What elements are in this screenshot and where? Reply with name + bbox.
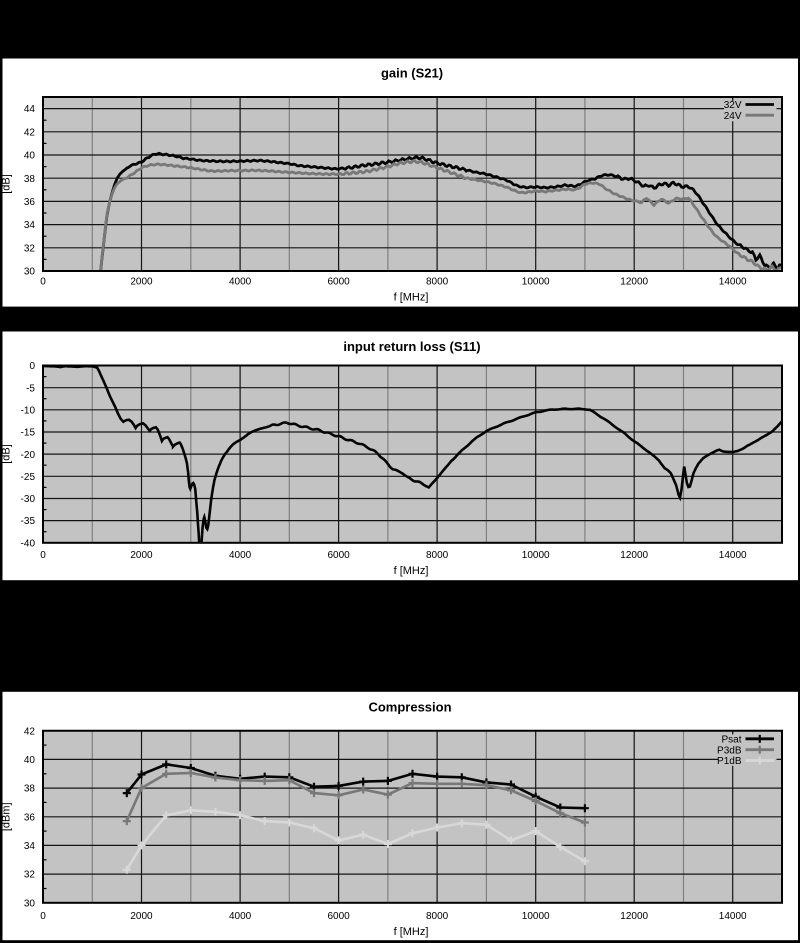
svg-text:0: 0 xyxy=(40,911,46,922)
svg-text:6000: 6000 xyxy=(327,911,350,922)
svg-text:0: 0 xyxy=(40,277,46,288)
svg-text:f [MHz]: f [MHz] xyxy=(394,926,429,938)
svg-text:2000: 2000 xyxy=(130,550,153,561)
svg-text:6000: 6000 xyxy=(327,277,350,288)
svg-text:30: 30 xyxy=(24,267,36,278)
svg-text:4000: 4000 xyxy=(229,277,252,288)
svg-text:12000: 12000 xyxy=(620,550,648,561)
svg-text:24V: 24V xyxy=(724,111,742,122)
svg-text:P3dB: P3dB xyxy=(717,745,742,756)
svg-text:4000: 4000 xyxy=(229,911,252,922)
svg-text:10000: 10000 xyxy=(522,550,550,561)
svg-text:30: 30 xyxy=(24,898,36,909)
svg-text:36: 36 xyxy=(24,197,36,208)
svg-text:0: 0 xyxy=(40,550,46,561)
svg-text:P1dB: P1dB xyxy=(717,756,742,767)
svg-text:6000: 6000 xyxy=(327,550,350,561)
svg-text:8000: 8000 xyxy=(426,911,449,922)
svg-text:44: 44 xyxy=(24,104,36,115)
svg-text:40: 40 xyxy=(24,755,36,766)
svg-text:f [MHz]: f [MHz] xyxy=(394,292,429,304)
svg-text:12000: 12000 xyxy=(620,277,648,288)
svg-text:[dB]: [dB] xyxy=(1,444,13,464)
svg-text:8000: 8000 xyxy=(426,277,449,288)
svg-text:32V: 32V xyxy=(724,100,742,111)
svg-text:34: 34 xyxy=(24,841,36,852)
svg-text:-40: -40 xyxy=(21,538,36,549)
svg-text:4000: 4000 xyxy=(229,550,252,561)
svg-text:Compression: Compression xyxy=(368,700,451,715)
svg-text:32: 32 xyxy=(24,243,36,254)
svg-text:-5: -5 xyxy=(26,383,35,394)
svg-text:-30: -30 xyxy=(21,494,36,505)
svg-text:gain (S21): gain (S21) xyxy=(381,66,443,81)
svg-text:14000: 14000 xyxy=(719,277,747,288)
svg-text:42: 42 xyxy=(24,726,36,737)
svg-text:14000: 14000 xyxy=(719,550,747,561)
svg-text:-25: -25 xyxy=(21,472,36,483)
svg-text:Psat: Psat xyxy=(721,734,741,745)
svg-text:-10: -10 xyxy=(21,405,36,416)
svg-text:36: 36 xyxy=(24,812,36,823)
svg-text:40: 40 xyxy=(24,151,36,162)
svg-text:-15: -15 xyxy=(21,428,36,439)
svg-text:8000: 8000 xyxy=(426,550,449,561)
svg-text:34: 34 xyxy=(24,220,36,231)
svg-text:2000: 2000 xyxy=(130,277,153,288)
svg-text:[dB]: [dB] xyxy=(1,174,13,194)
svg-text:42: 42 xyxy=(24,127,36,138)
svg-text:input return loss (S11): input return loss (S11) xyxy=(343,339,480,354)
svg-text:[dBm]: [dBm] xyxy=(1,802,13,831)
svg-text:f [MHz]: f [MHz] xyxy=(394,565,429,577)
svg-text:12000: 12000 xyxy=(620,911,648,922)
svg-text:0: 0 xyxy=(29,361,35,372)
svg-text:14000: 14000 xyxy=(719,911,747,922)
svg-text:38: 38 xyxy=(24,174,36,185)
svg-text:38: 38 xyxy=(24,784,36,795)
svg-text:2000: 2000 xyxy=(130,911,153,922)
svg-text:10000: 10000 xyxy=(522,277,550,288)
svg-text:32: 32 xyxy=(24,870,36,881)
svg-text:-35: -35 xyxy=(21,516,36,527)
svg-text:10000: 10000 xyxy=(522,911,550,922)
svg-text:-20: -20 xyxy=(21,450,36,461)
